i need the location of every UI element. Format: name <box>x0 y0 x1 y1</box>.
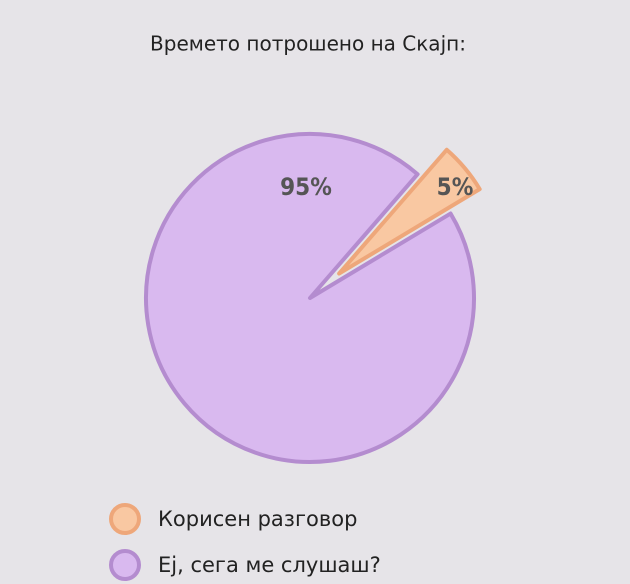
value-label: 95% <box>280 173 332 201</box>
value-label: 5% <box>437 173 474 201</box>
legend-label: Корисен разговор <box>158 507 357 531</box>
legend-label: Ej, сега ме слушаш? <box>158 553 381 577</box>
legend-marker <box>109 549 141 581</box>
pie-slice <box>337 147 482 276</box>
legend-marker <box>109 503 141 535</box>
pie-slice <box>144 132 476 464</box>
chart-title: Времето потрошено на Скајп: <box>150 32 466 56</box>
